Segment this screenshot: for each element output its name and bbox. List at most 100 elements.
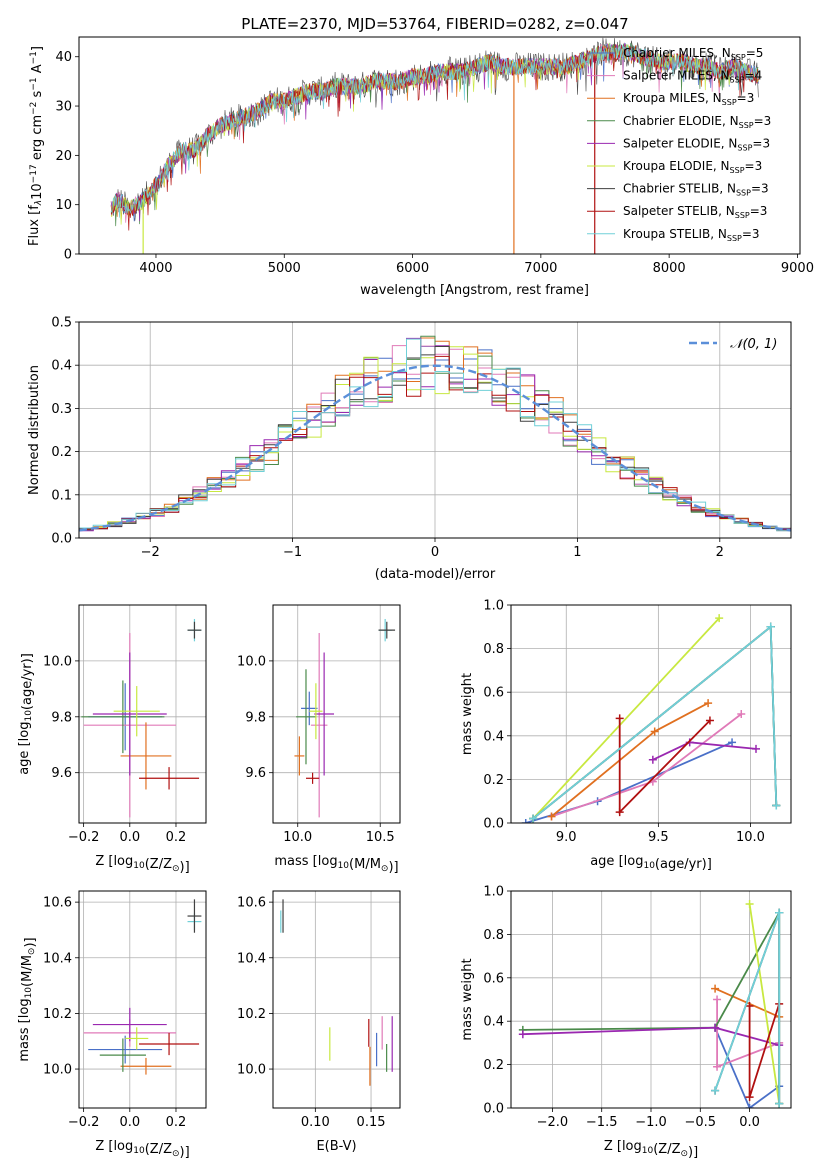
errorbar-point <box>120 722 172 790</box>
y-tick-label: 0 <box>64 248 72 263</box>
x-tick-label: 0 <box>431 545 439 560</box>
y-label-part: −1 <box>29 51 39 64</box>
label-part: Z [ <box>95 1139 113 1154</box>
weight-marker <box>745 1002 754 1011</box>
x-axis-label: Z [log10(Z/Z⊙)] <box>604 1139 698 1160</box>
axes-weight-vs-age: 9.0 9.5 10.0 0.0 0.2 0.4 0.6 0.8 1.0 age [log10(a… <box>460 599 792 872</box>
label-sub: 10 <box>24 710 34 722</box>
legend-entry: Chabrier STELIB, NSSP=3 <box>623 182 769 198</box>
x-tick-label: 8000 <box>653 261 686 276</box>
y-tick-label: 0.6 <box>483 686 504 701</box>
label-sub: 10 <box>338 861 350 871</box>
x-tick-label: −0.2 <box>68 830 100 845</box>
y-tick-label: 20 <box>55 149 72 164</box>
x-tick-label: 9000 <box>781 261 814 276</box>
label-part: Z [ <box>604 1139 622 1154</box>
errorbar-point <box>139 767 200 790</box>
x-tick-label: 10.5 <box>366 830 395 845</box>
y-tick-label: 0.2 <box>483 1058 504 1073</box>
errorbar-point <box>88 1035 163 1064</box>
y-tick-label: 10.2 <box>237 1007 266 1022</box>
label-part: log <box>17 998 32 1018</box>
points <box>280 899 393 1086</box>
y-tick-label: 30 <box>55 100 72 115</box>
grid <box>273 605 400 823</box>
errorbar-point <box>187 621 202 639</box>
weight-lines <box>518 900 784 1108</box>
weight-marker <box>615 808 624 817</box>
label-part: )] <box>688 1145 698 1160</box>
weight-marker <box>529 814 538 823</box>
grid <box>273 891 400 1108</box>
errorbar-point <box>305 772 320 784</box>
y-tick-label: 40 <box>55 50 72 65</box>
x-tick-label: 2 <box>716 545 724 560</box>
x-tick-label: 0.2 <box>166 830 187 845</box>
x-axis-label: E(B-V) <box>316 1139 356 1154</box>
x-tick-label: 0.2 <box>166 1115 187 1130</box>
axes-spectrum: 4000 5000 6000 7000 8000 9000 0 10 20 30 40 wavelen… <box>27 36 814 298</box>
errorbar-point <box>81 680 165 754</box>
errorbar-point <box>314 652 335 776</box>
weight-marker <box>650 727 659 736</box>
legend-sub: SSP <box>731 53 746 62</box>
y-tick-label: 0.4 <box>483 1015 504 1030</box>
legend-sub: SSP <box>737 143 752 152</box>
y-tick-label: 0.8 <box>483 642 504 657</box>
label-part: (age/yr)] <box>655 857 712 872</box>
weight-series-5 <box>532 617 720 820</box>
grid <box>79 891 206 1108</box>
y-tick-label: 10.2 <box>43 1007 72 1022</box>
y-tick-label: 10.0 <box>237 654 266 669</box>
label-part: log <box>622 1139 642 1154</box>
x-axis-label: Z [log10(Z/Z⊙)] <box>95 1139 189 1160</box>
x-axis-label: mass [log10(M/M⊙)] <box>274 854 398 875</box>
x-tick-label: −1.0 <box>635 1115 667 1130</box>
weight-marker <box>547 812 556 821</box>
y-tick-label: 9.8 <box>245 710 266 725</box>
x-tick-label: 9.0 <box>556 830 577 845</box>
label-sub: 10 <box>642 1146 654 1156</box>
axes-weight-vs-Z: −2.0 −1.5 −1.0 −0.5 0.0 0.0 0.2 0.4 0.6 0.8 1.0 Z [… <box>460 885 792 1160</box>
y-tick-label: 0.0 <box>51 532 72 547</box>
label-part: log <box>113 854 133 869</box>
y-label-part: 10 <box>30 183 45 200</box>
y-label-part: λ <box>34 200 44 206</box>
legend-entry: Kroupa MILES, NSSP=3 <box>623 91 754 107</box>
label-part: mass [ <box>17 1018 32 1061</box>
frame-residuals <box>78 321 792 539</box>
x-tick-label: 9.5 <box>648 830 669 845</box>
figure-title: PLATE=2370, MJD=53764, FIBERID=0282, z=0… <box>241 15 628 33</box>
errorbar-point <box>113 686 160 737</box>
legend-sub: SSP <box>735 211 750 220</box>
weight-series-8 <box>532 624 778 820</box>
grid <box>511 604 791 824</box>
axes-mass-vs-ebv: 0.10 0.15 10.0 10.2 10.4 10.6 E(B-V) <box>237 890 401 1154</box>
weight-marker <box>711 984 720 993</box>
errorbar-point <box>99 1038 146 1072</box>
weight-series-0 <box>714 1027 780 1108</box>
y-axis-label: mass weight <box>460 673 475 755</box>
x-tick-label: −2.0 <box>537 1115 569 1130</box>
legend-count: =3 <box>742 227 760 241</box>
x-tick-label: −2 <box>141 545 160 560</box>
legend-entry: Salpeter MILES, NSSP=4 <box>623 69 762 85</box>
legend-count: =3 <box>754 114 772 128</box>
x-tick-label: −1 <box>283 545 302 560</box>
y-axis-label: mass [log10(M/M⊙)] <box>17 937 38 1061</box>
errorbar-point <box>92 1007 167 1042</box>
label-part: mass [ <box>274 854 317 869</box>
legend-sub: SSP <box>722 98 737 107</box>
y-axis-label: mass weight <box>460 958 475 1040</box>
weight-marker <box>648 755 657 764</box>
y-tick-label: 0.5 <box>51 316 72 331</box>
y-tick-label: 0.8 <box>483 928 504 943</box>
label-part: log <box>113 1139 133 1154</box>
legend-gaussian-label: 𝒩(0, 1) <box>730 337 777 352</box>
legend-name: Chabrier MILES, N <box>623 46 731 60</box>
legend-name: Chabrier STELIB, N <box>623 182 736 196</box>
label-sub: 10 <box>24 987 34 999</box>
weight-marker <box>711 1086 720 1095</box>
x-tick-label: 6000 <box>396 261 429 276</box>
label-part: (Z/Z <box>145 857 172 872</box>
